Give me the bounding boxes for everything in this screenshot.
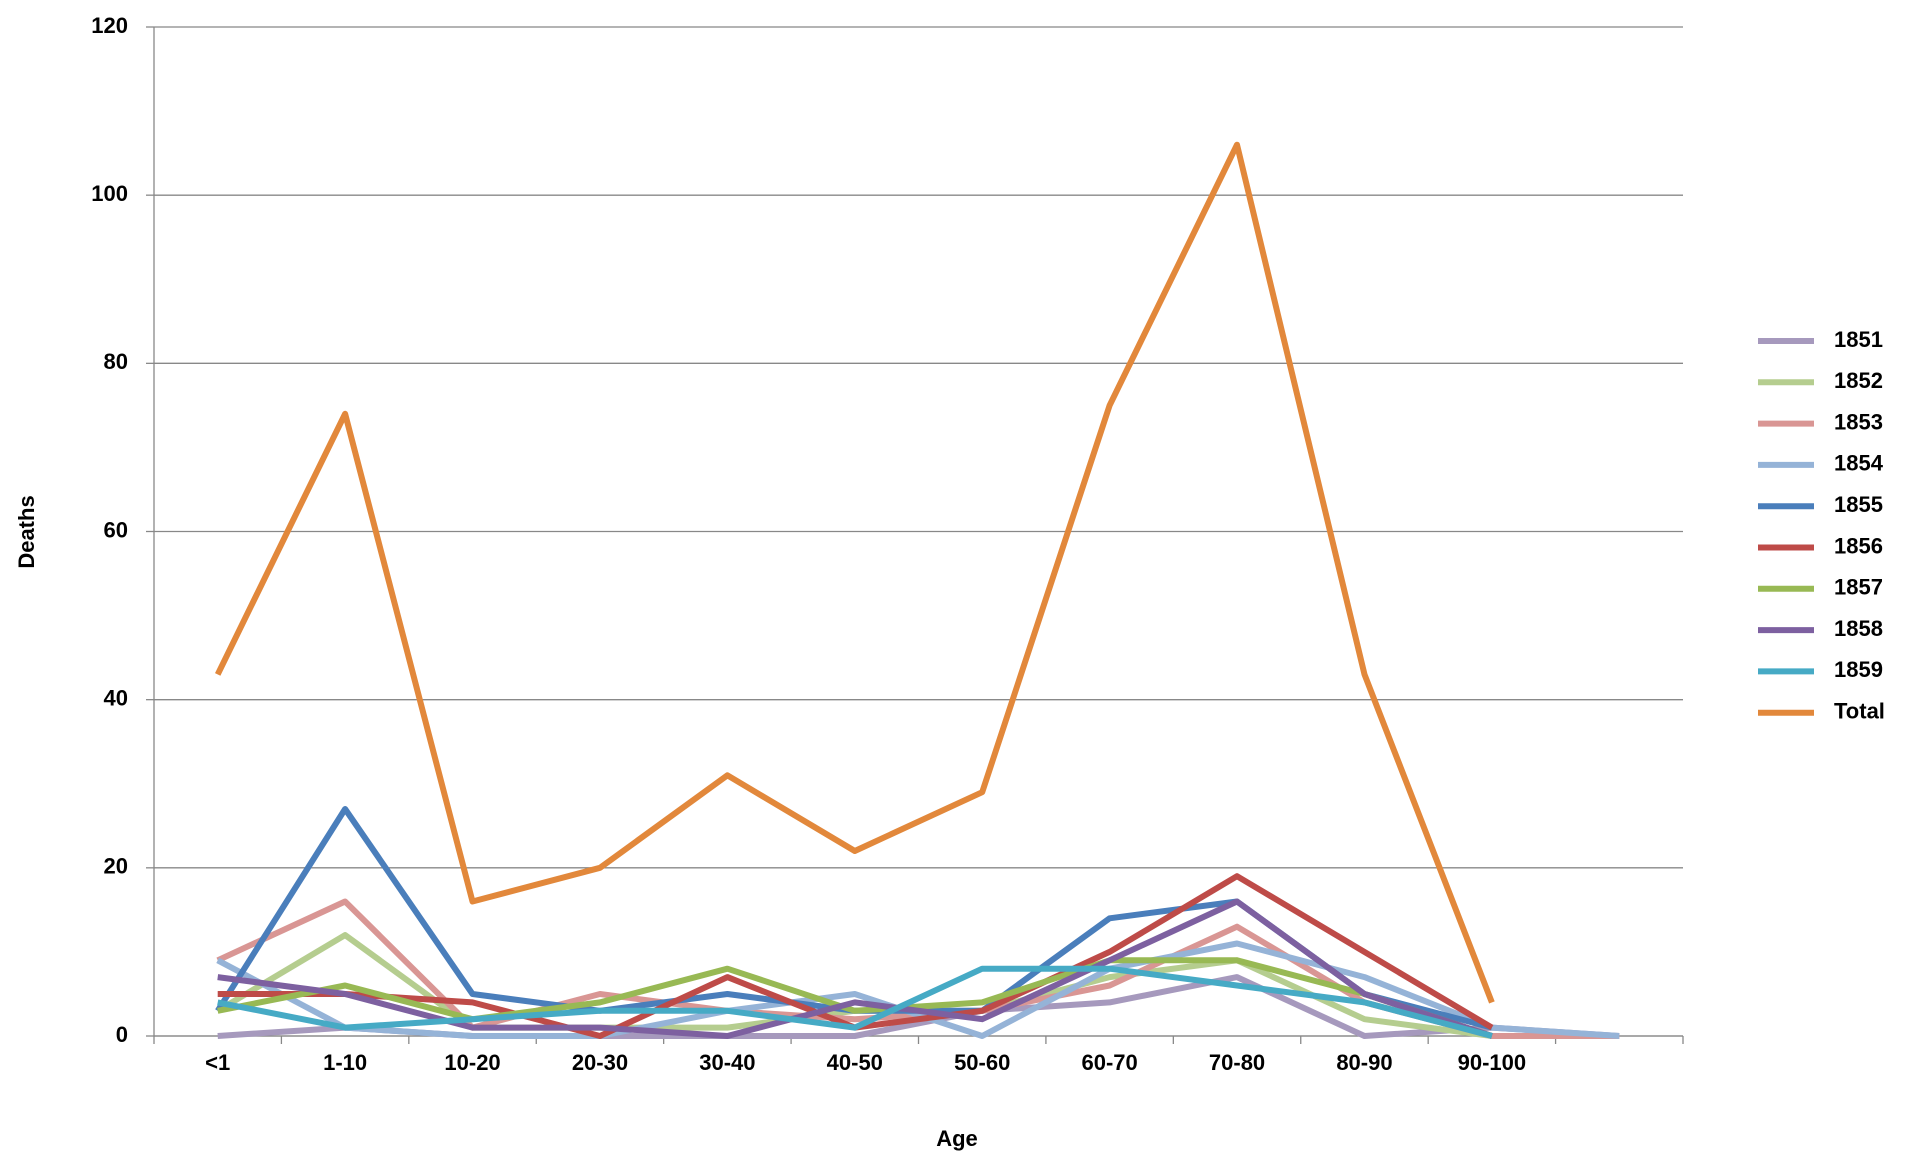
legend-label: Total bbox=[1834, 699, 1885, 724]
x-tick-label: 1-10 bbox=[323, 1050, 367, 1075]
x-tick-label: 90-100 bbox=[1458, 1050, 1527, 1075]
legend-label: 1853 bbox=[1834, 409, 1883, 434]
x-tick-label: 30-40 bbox=[699, 1050, 755, 1075]
y-tick-label: 100 bbox=[91, 181, 128, 206]
legend-label: 1851 bbox=[1834, 327, 1883, 352]
legend-label: 1857 bbox=[1834, 575, 1883, 600]
legend-label: 1852 bbox=[1834, 368, 1883, 393]
y-tick-label: 80 bbox=[104, 349, 128, 374]
x-tick-label: 20-30 bbox=[572, 1050, 628, 1075]
x-tick-label: 40-50 bbox=[827, 1050, 883, 1075]
x-tick-label: 60-70 bbox=[1081, 1050, 1137, 1075]
x-axis-title: Age bbox=[936, 1126, 978, 1151]
y-axis-title: Deaths bbox=[14, 495, 39, 568]
y-tick-label: 40 bbox=[104, 685, 128, 710]
series-line bbox=[217, 898, 1493, 1039]
y-tick-label: 0 bbox=[116, 1022, 128, 1047]
legend-label: 1854 bbox=[1834, 451, 1884, 476]
x-tick-label: 70-80 bbox=[1209, 1050, 1265, 1075]
x-tick-label: 10-20 bbox=[444, 1050, 500, 1075]
legend-label: 1858 bbox=[1834, 616, 1883, 641]
y-tick-label: 120 bbox=[91, 13, 128, 38]
x-tick-label: 80-90 bbox=[1336, 1050, 1392, 1075]
y-tick-label: 20 bbox=[104, 854, 128, 879]
legend-label: 1856 bbox=[1834, 533, 1883, 558]
legend-label: 1855 bbox=[1834, 492, 1883, 517]
legend-label: 1859 bbox=[1834, 657, 1883, 682]
series-line bbox=[217, 957, 1493, 1039]
x-tick-label: <1 bbox=[205, 1050, 230, 1075]
series-line bbox=[216, 940, 1620, 1039]
y-tick-label: 60 bbox=[104, 517, 128, 542]
x-tick-label: 50-60 bbox=[954, 1050, 1010, 1075]
series-line bbox=[215, 141, 1495, 1004]
series-line bbox=[217, 965, 1493, 1039]
